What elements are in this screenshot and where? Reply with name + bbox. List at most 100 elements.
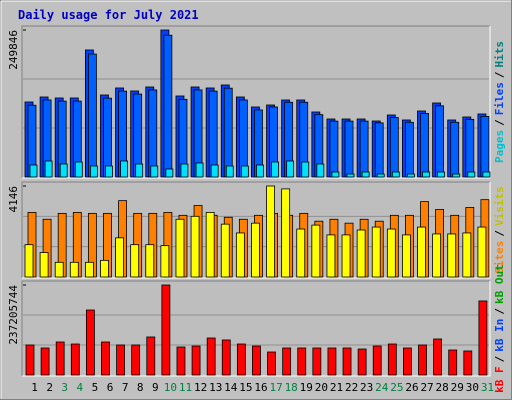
panel-edge xyxy=(21,25,490,178)
bar xyxy=(206,337,216,376)
bar xyxy=(296,228,306,278)
bar xyxy=(55,341,65,376)
bar xyxy=(221,339,231,376)
bar xyxy=(374,122,384,178)
bar xyxy=(225,165,234,178)
bar xyxy=(145,244,155,278)
bar xyxy=(433,338,443,376)
bar xyxy=(100,259,109,278)
bar xyxy=(176,346,186,376)
bar xyxy=(210,164,219,178)
bar xyxy=(271,161,279,178)
bar xyxy=(120,160,128,178)
x-tick-label: 29 xyxy=(451,381,464,394)
bar xyxy=(450,121,460,178)
legend-entry: kB F xyxy=(493,366,506,393)
legend-separator: / xyxy=(493,230,506,237)
bar xyxy=(316,163,325,178)
bar xyxy=(417,226,426,278)
bar xyxy=(467,171,476,178)
x-tick-label: 5 xyxy=(92,381,99,394)
bar xyxy=(54,261,64,278)
bar xyxy=(376,173,385,178)
bar xyxy=(326,234,336,278)
x-tick-label: 11 xyxy=(179,381,192,394)
bar xyxy=(135,163,144,178)
bar xyxy=(165,168,174,178)
y-tick-label: 237205744 xyxy=(7,285,20,345)
bar xyxy=(359,120,369,178)
bar xyxy=(163,34,173,178)
bar xyxy=(240,165,249,178)
x-tick-label: 22 xyxy=(345,381,358,394)
bar xyxy=(462,232,472,278)
legend: Pages / Files / Hits xyxy=(493,41,506,163)
bar xyxy=(29,164,38,178)
bar xyxy=(422,171,430,178)
bar xyxy=(24,244,34,278)
bar xyxy=(342,347,352,376)
bar xyxy=(463,350,473,376)
bar xyxy=(238,99,248,178)
legend-entry: Visits xyxy=(493,186,506,226)
bar xyxy=(266,185,275,278)
legend-separator: / xyxy=(493,119,506,126)
bar xyxy=(407,173,415,178)
x-tick-label: 23 xyxy=(360,381,373,394)
bar xyxy=(437,171,446,178)
panel-edge xyxy=(21,280,490,376)
x-tick-label: 1 xyxy=(31,381,38,394)
bar xyxy=(69,261,79,278)
bar xyxy=(387,343,397,376)
bar xyxy=(150,165,159,178)
bar xyxy=(301,161,310,178)
bar xyxy=(223,87,233,178)
bar xyxy=(480,115,490,178)
x-tick-label: 30 xyxy=(466,381,479,394)
panel-edge xyxy=(22,182,491,279)
bar xyxy=(282,347,292,376)
bar xyxy=(420,113,429,178)
y-tick-label: 4146 xyxy=(7,186,20,213)
x-tick-label: 26 xyxy=(405,381,418,394)
bar xyxy=(331,171,340,178)
bar xyxy=(105,165,113,178)
bar xyxy=(432,233,442,278)
bar xyxy=(115,237,124,278)
bar xyxy=(59,163,68,178)
x-tick-label: 12 xyxy=(194,381,207,394)
bar xyxy=(346,173,355,178)
bar xyxy=(89,165,98,178)
bar xyxy=(371,226,381,278)
bar xyxy=(25,344,35,376)
bar xyxy=(256,164,264,178)
legend: kB F / kB In / kB Out xyxy=(493,264,506,393)
bar xyxy=(74,161,83,178)
x-tick-label: 28 xyxy=(436,381,449,394)
bar xyxy=(39,252,49,278)
chart-title: Daily usage for July 2021 xyxy=(18,8,199,22)
bar xyxy=(251,222,260,278)
bar xyxy=(103,97,112,178)
x-tick-label: 19 xyxy=(300,381,313,394)
bar xyxy=(389,117,399,178)
bar xyxy=(195,162,204,178)
bar xyxy=(236,343,246,376)
bar xyxy=(482,171,491,178)
bar xyxy=(267,351,276,376)
x-tick-label: 16 xyxy=(254,381,267,394)
bar xyxy=(372,345,382,376)
x-tick-label: 8 xyxy=(137,381,144,394)
bar xyxy=(116,344,125,376)
panel-edge xyxy=(22,26,491,179)
legend-separator: / xyxy=(493,308,506,315)
bar xyxy=(84,261,94,278)
x-tick-label: 21 xyxy=(330,381,343,394)
bar xyxy=(131,344,141,376)
bar xyxy=(311,224,321,278)
legend-entry: Pages xyxy=(493,130,506,163)
x-tick-label: 10 xyxy=(164,381,177,394)
bar xyxy=(130,244,140,278)
bar xyxy=(252,345,261,376)
